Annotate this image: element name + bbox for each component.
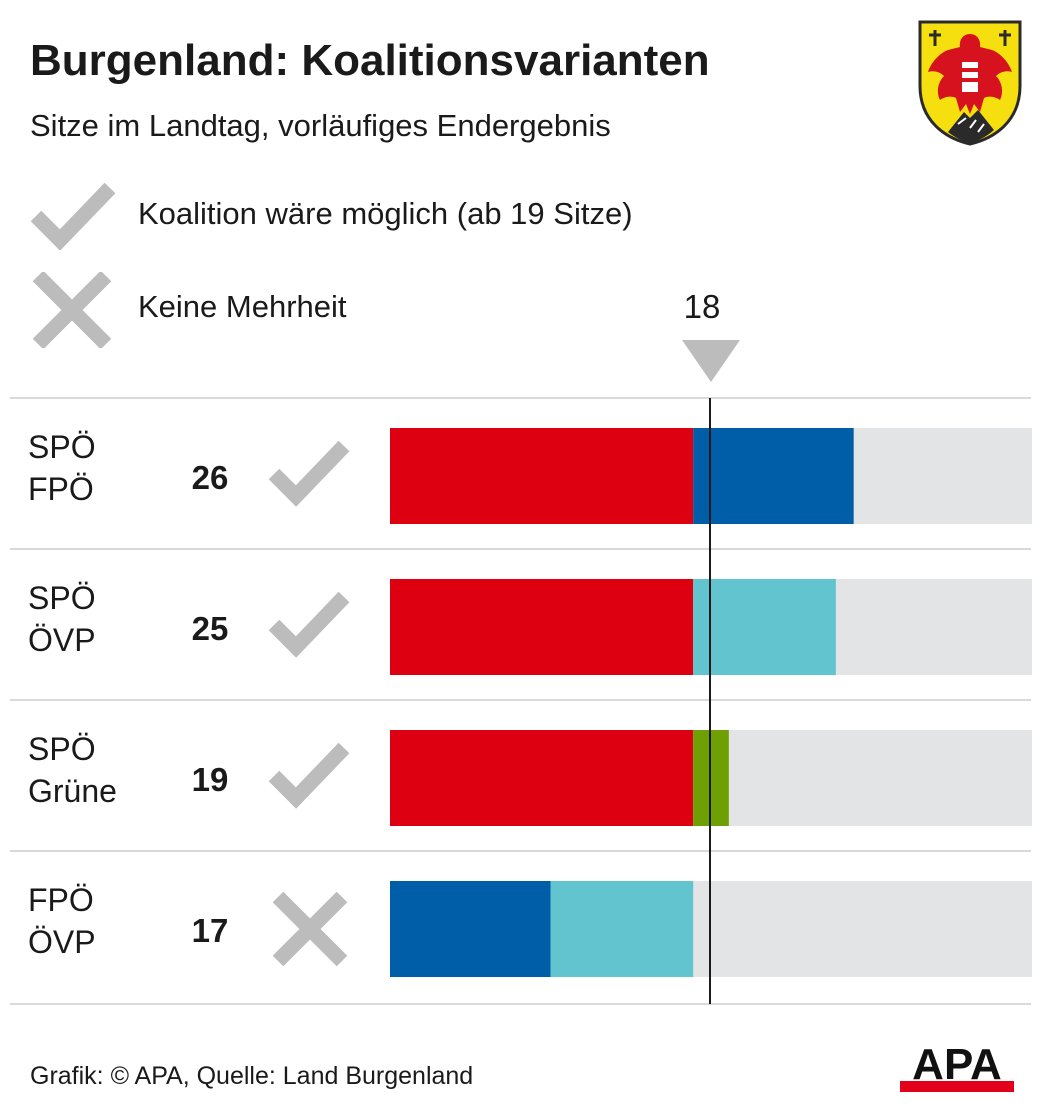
check-icon xyxy=(268,591,350,658)
chart-subtitle: Sitze im Landtag, vorläufiges Endergebni… xyxy=(30,108,611,143)
bar-segment xyxy=(550,881,694,977)
check-icon xyxy=(268,742,350,809)
party-label: FPÖ xyxy=(28,882,94,918)
threshold-marker-icon xyxy=(682,340,740,382)
burgenland-coat-of-arms-icon xyxy=(918,20,1022,146)
total-seats-label: 19 xyxy=(192,761,229,798)
bar-segment xyxy=(390,730,694,826)
party-label: ÖVP xyxy=(28,622,96,658)
legend-possible-label: Koalition wäre möglich (ab 19 Sitze) xyxy=(138,196,633,231)
bar-segment xyxy=(693,579,836,675)
bar-segment xyxy=(390,579,694,675)
apa-logo-icon: APA xyxy=(900,1043,1014,1092)
check-icon xyxy=(268,440,350,507)
source-footer: Grafik: © APA, Quelle: Land Burgenland xyxy=(30,1062,474,1090)
total-seats-label: 25 xyxy=(192,610,229,647)
party-label: SPÖ xyxy=(28,429,96,465)
bar-segment xyxy=(390,881,551,977)
legend-no-majority-label: Keine Mehrheit xyxy=(138,289,347,324)
party-label: Grüne xyxy=(28,773,117,809)
party-label: SPÖ xyxy=(28,731,96,767)
cross-icon xyxy=(272,891,348,967)
total-seats-label: 26 xyxy=(192,459,229,496)
chart-title: Burgenland: Koalitionsvarianten xyxy=(30,36,710,85)
party-label: FPÖ xyxy=(28,471,94,507)
check-icon xyxy=(30,182,116,250)
bar-segment xyxy=(390,428,694,524)
total-seats-label: 17 xyxy=(192,912,229,949)
party-label: ÖVP xyxy=(28,924,96,960)
bar-segment xyxy=(693,428,854,524)
threshold-label: 18 xyxy=(683,288,721,325)
cross-icon xyxy=(32,272,112,348)
party-label: SPÖ xyxy=(28,580,96,616)
